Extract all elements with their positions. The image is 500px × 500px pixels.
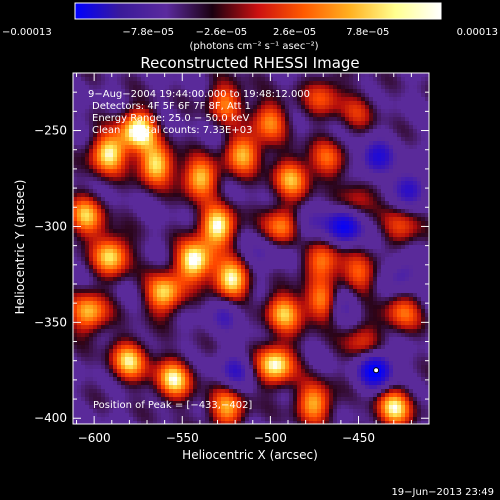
- y-tick-label: −400: [34, 411, 67, 425]
- y-tick-label: −250: [34, 124, 67, 138]
- heatmap-image: [73, 73, 429, 424]
- colorbar-tick-label: −2.6e−05: [196, 27, 248, 38]
- y-tick-label: −350: [34, 315, 67, 329]
- colorbar-tick-label: −0.00013: [2, 27, 52, 38]
- peak-marker: [373, 367, 380, 374]
- annotation-clean-counts: Clean Total counts: 7.33E+03: [92, 125, 252, 136]
- colorbar-ticks: −0.00013 −7.8e−05 −2.6e−05 2.6e−05 7.8e−05 0.…: [2, 27, 498, 38]
- colorbar-tick-label: 2.6e−05: [273, 27, 316, 38]
- x-axis-label: Heliocentric X (arcsec): [182, 448, 318, 462]
- x-tick-label: −450: [342, 431, 375, 445]
- footer-timestamp: 19−Jun−2013 23:49: [391, 487, 494, 498]
- x-tick-label: −550: [166, 431, 199, 445]
- y-tick-label: −300: [34, 219, 67, 233]
- x-axis-ticks: −600 −550 −500 −450: [76, 73, 430, 445]
- annotation-time-range: 9−Aug−2004 19:44:00.000 to 19:48:12.000: [88, 89, 310, 100]
- colorbar-tick-label: −7.8e−05: [122, 27, 174, 38]
- plot-frame: [72, 72, 430, 425]
- x-tick-label: −600: [78, 431, 111, 445]
- colorbar-tick-label: 7.8e−05: [346, 27, 389, 38]
- y-axis-ticks: −250 −300 −350 −400: [34, 72, 429, 425]
- y-axis-label: Heliocentric Y (arcsec): [13, 180, 27, 315]
- colorbar-units-label: (photons cm⁻² s⁻¹ asec⁻²): [189, 41, 318, 52]
- colorbar: [74, 2, 442, 20]
- annotation-energy-range: Energy Range: 25.0 − 50.0 keV: [92, 113, 249, 124]
- colorbar-tick-label: 0.00013: [457, 27, 498, 38]
- chart-title: Reconstructed RHESSI Image: [140, 54, 359, 72]
- peak-position-label: Position of Peak = [−433,−402]: [93, 400, 252, 411]
- x-tick-label: −500: [254, 431, 287, 445]
- annotation-detectors: Detectors: 4F 5F 6F 7F 8F, Att 1: [92, 101, 251, 112]
